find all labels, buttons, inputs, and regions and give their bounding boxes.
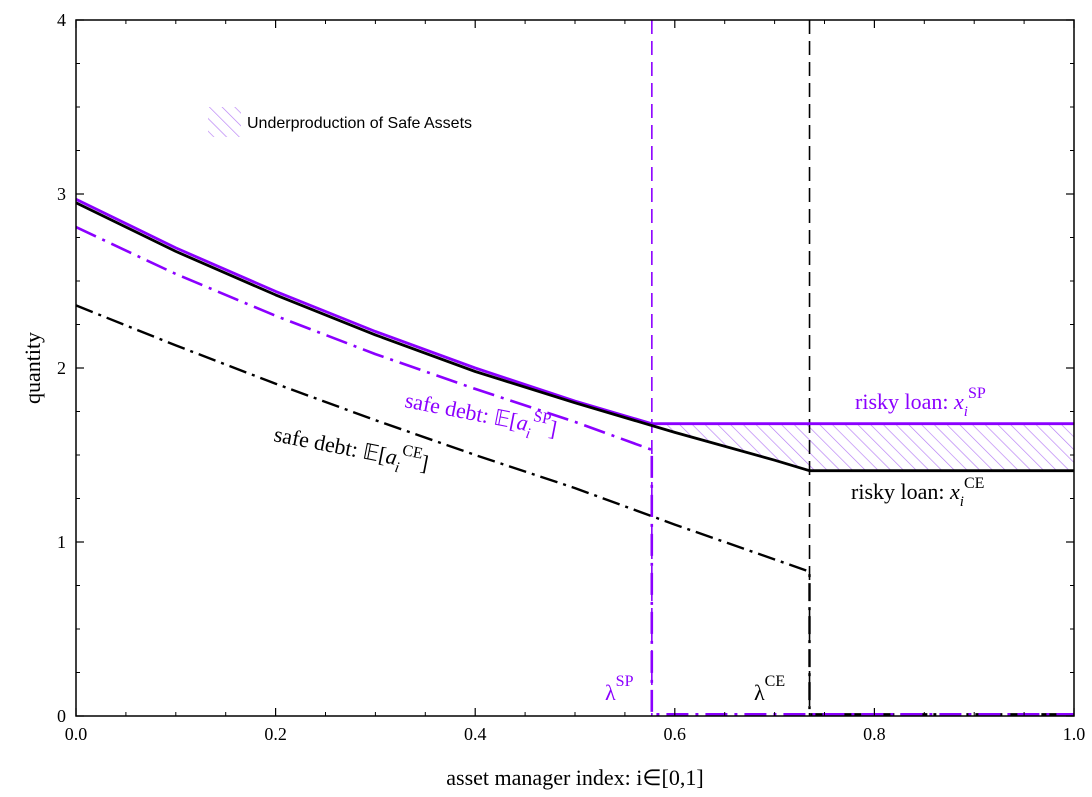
risky-loan-ce-label: risky loan: xiCE — [851, 475, 984, 510]
risky-loan-ce-sup: CE — [964, 475, 984, 492]
lambda-sp-text: λ — [605, 680, 616, 705]
underproduction-area — [651, 423, 1074, 471]
risky-loan-sp-line — [75, 197, 1074, 426]
x-tick-label: 1.0 — [1063, 724, 1086, 744]
lambda-ce-text: λ — [754, 680, 765, 705]
series-layer — [75, 20, 1074, 716]
x-tick-label: 0.0 — [65, 724, 88, 744]
tick-layer: 0.0 0.2 0.4 0.6 0.8 1.0 0 1 2 3 4 — [57, 10, 1085, 744]
y-tick-label: 1 — [57, 532, 66, 552]
safe-debt-sp-var: a — [515, 409, 531, 436]
x-axis-label: asset manager index: i∈[0,1] — [446, 765, 703, 790]
safe-debt-ce-close: ] — [419, 450, 431, 476]
lambda-sp-sup: SP — [616, 673, 634, 690]
risky-loan-sp-text: risky loan: — [855, 389, 954, 414]
lambda-ce-label: λCE — [754, 673, 785, 705]
x-tick-label: 0.4 — [464, 724, 487, 744]
safe-debt-ce-var: a — [384, 443, 400, 470]
x-tick-label: 0.8 — [863, 724, 886, 744]
risky-loan-ce-line — [75, 201, 1074, 473]
y-tick-label: 0 — [57, 706, 66, 726]
safe-debt-ce-text: safe debt: 𝔼[ — [272, 421, 388, 467]
safe-debt-sp-text: safe debt: 𝔼[ — [403, 387, 519, 433]
risky-loan-sp-sup: SP — [968, 385, 986, 402]
risky-loan-ce-text: risky loan: — [851, 479, 950, 504]
x-tick-label: 0.6 — [664, 724, 687, 744]
legend: Underproduction of Safe Assets — [208, 107, 472, 137]
risky-loan-ce-var: x — [949, 479, 960, 504]
safe-debt-ce-sub: i — [393, 460, 400, 477]
y-tick-label: 3 — [57, 184, 66, 204]
risky-loan-sp-sub: i — [964, 404, 968, 420]
risky-loan-sp-var: x — [953, 389, 964, 414]
legend-swatch — [208, 107, 241, 137]
plot-area: 0.0 0.2 0.4 0.6 0.8 1.0 0 1 2 3 4 — [57, 10, 1085, 744]
lambda-sp-label: λSP — [605, 673, 634, 705]
safe-debt-sp-close: ] — [547, 415, 559, 441]
safe-debt-ce-label: safe debt: 𝔼[aiCE] — [271, 417, 432, 481]
x-tick-label: 0.2 — [264, 724, 287, 744]
safe-debt-sp-sup: SP — [532, 408, 553, 428]
safe-debt-ce-sup: CE — [401, 442, 424, 463]
risky-loan-sp-label: risky loan: xiSP — [855, 385, 986, 420]
safe-debt-ce-line — [75, 304, 1074, 716]
safe-debt-sp-line — [75, 225, 1074, 716]
legend-label: Underproduction of Safe Assets — [247, 115, 472, 132]
y-axis-label: quantity — [20, 332, 45, 404]
y-tick-label: 4 — [57, 10, 66, 30]
risky-loan-ce-sub: i — [960, 494, 964, 510]
y-tick-label: 2 — [57, 358, 66, 378]
safe-debt-sp-sub: i — [524, 426, 531, 443]
lambda-ce-sup: CE — [765, 673, 785, 690]
